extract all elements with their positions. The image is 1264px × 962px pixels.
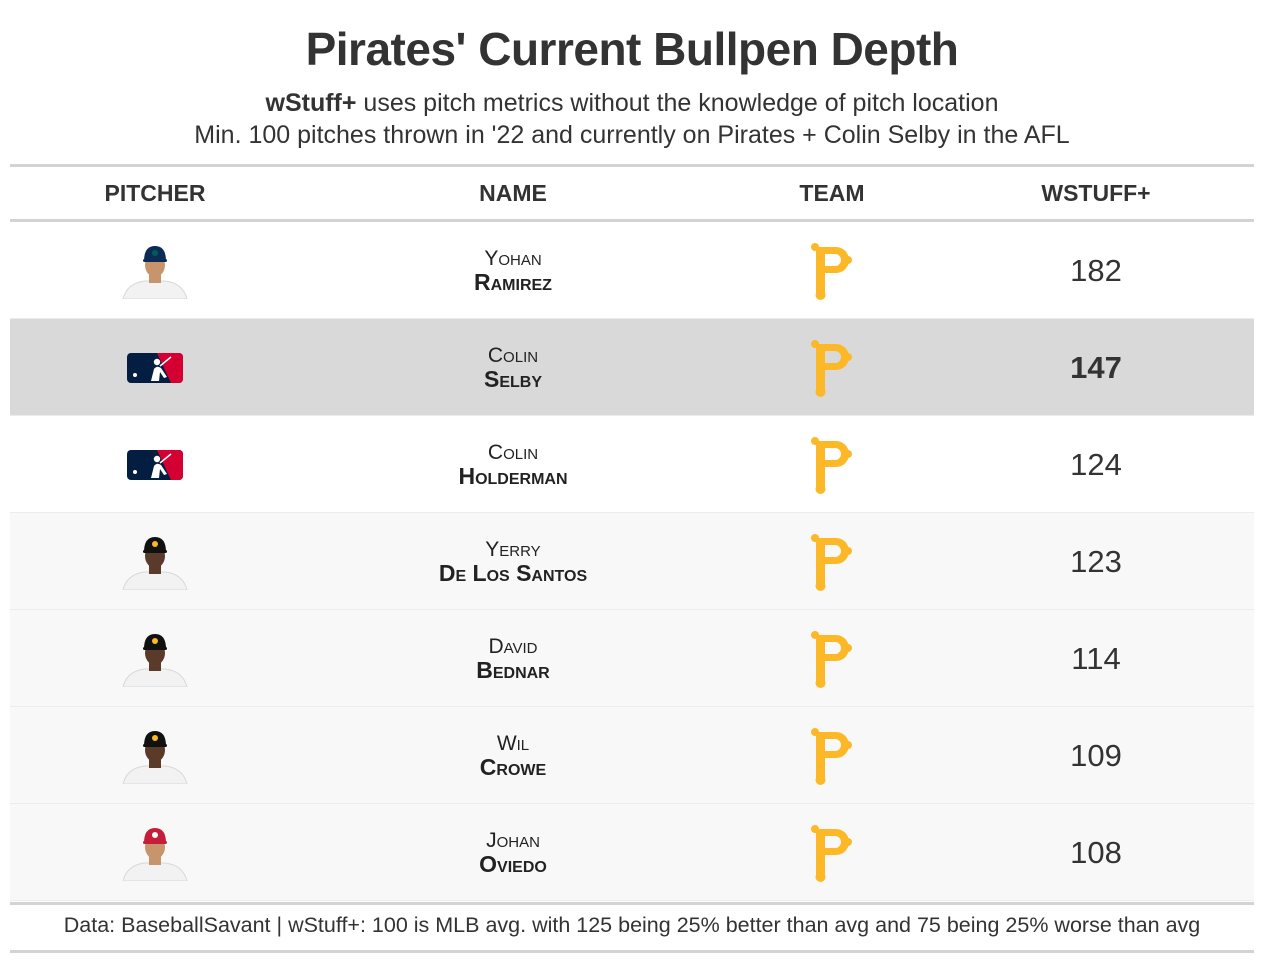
table-header: PITCHER NAME TEAM WSTUFF+ [10, 167, 1254, 219]
pitcher-name-cell: Yohan Ramirez [300, 222, 726, 319]
pitcher-last-name: Bednar [476, 656, 550, 683]
pitcher-name-cell: David Bednar [300, 610, 726, 707]
wstuff-value: 182 [1070, 252, 1122, 288]
mlb-logo-icon [127, 449, 183, 480]
pitcher-name-cell: Colin Holderman [300, 416, 726, 513]
pirates-p-logo-icon [811, 436, 852, 494]
pitcher-first-name: Wil [496, 731, 530, 755]
table-row: David Bednar 114 [10, 610, 1254, 707]
player-headshot-icon [122, 827, 188, 881]
pitcher-last-name: Oviedo [479, 850, 547, 877]
pitcher-photo-cell [10, 222, 300, 319]
pitcher-name-cell: Johan Oviedo [300, 804, 726, 901]
pitcher-photo-cell [10, 513, 300, 610]
wstuff-value: 109 [1070, 737, 1122, 773]
wstuff-value: 108 [1070, 834, 1122, 870]
wstuff-value-cell: 147 [938, 319, 1254, 416]
chart-subtitle-2: Min. 100 pitches thrown in '22 and curre… [194, 121, 1070, 149]
mlb-logo-icon [127, 352, 183, 383]
pitcher-last-name: Crowe [479, 753, 547, 780]
pitcher-name-cell: Colin Selby [300, 319, 726, 416]
table-top-rule [10, 164, 1254, 167]
wstuff-value: 114 [1071, 640, 1121, 676]
player-headshot-icon [122, 730, 188, 784]
column-header-pitcher: PITCHER [104, 180, 206, 206]
pitcher-first-name: Yohan [484, 246, 542, 270]
pirates-p-logo-icon [811, 824, 852, 882]
table-row: Colin Holderman 124 [10, 416, 1254, 513]
pitcher-first-name: David [488, 634, 538, 658]
team-logo-cell [726, 319, 938, 416]
pitcher-photo-cell [10, 416, 300, 513]
pirates-p-logo-icon [811, 242, 852, 300]
player-headshot-icon [122, 536, 188, 590]
wstuff-value: 124 [1070, 446, 1122, 482]
pitcher-photo-cell [10, 319, 300, 416]
column-header-team: TEAM [799, 180, 865, 206]
pitcher-name-cell: Yerry De Los Santos [300, 513, 726, 610]
team-logo-cell [726, 416, 938, 513]
table-row: Wil Crowe 109 [10, 707, 1254, 804]
team-logo-cell [726, 513, 938, 610]
pitcher-first-name: Colin [487, 343, 539, 367]
table-row: Yerry De Los Santos 123 [10, 513, 1254, 610]
table-bottom-rule [10, 902, 1254, 905]
pirates-p-logo-icon [811, 339, 852, 397]
table-row: Yohan Ramirez 182 [10, 222, 1254, 319]
footer-rule [10, 950, 1254, 953]
wstuff-value-cell: 182 [938, 222, 1254, 319]
pitcher-first-name: Colin [487, 440, 539, 464]
chart-subtitle: wStuff+ uses pitch metrics without the k… [0, 89, 1264, 118]
pirates-p-logo-icon [811, 630, 852, 688]
source-footnote: Data: BaseballSavant | wStuff+: 100 is M… [63, 913, 1201, 937]
pirates-p-logo-icon [811, 727, 852, 785]
column-header-name: NAME [479, 180, 547, 206]
chart-title: Pirates' Current Bullpen Depth [305, 23, 959, 75]
wstuff-value-cell: 124 [938, 416, 1254, 513]
team-logo-cell [726, 707, 938, 804]
table-row: Colin Selby 147 [10, 319, 1254, 416]
pitcher-photo-cell [10, 707, 300, 804]
wstuff-value-cell: 123 [938, 513, 1254, 610]
team-logo-cell [726, 804, 938, 901]
player-headshot-icon [122, 245, 188, 299]
wstuff-value-cell: 114 [938, 610, 1254, 707]
pirates-p-logo-icon [811, 533, 852, 591]
table-row: Johan Oviedo 108 [10, 804, 1254, 901]
pitcher-photo-cell [10, 804, 300, 901]
subtitle-bold-term: wStuff+ [265, 89, 357, 117]
pitcher-last-name: Holderman [458, 462, 568, 489]
wstuff-value-cell: 108 [938, 804, 1254, 901]
pitcher-last-name: De Los Santos [438, 559, 588, 586]
team-logo-cell [726, 222, 938, 319]
player-headshot-icon [122, 633, 188, 687]
pitcher-photo-cell [10, 610, 300, 707]
pitcher-first-name: Yerry [485, 537, 541, 561]
pitcher-first-name: Johan [486, 828, 540, 852]
wstuff-value-cell: 109 [938, 707, 1254, 804]
pitcher-last-name: Ramirez [474, 268, 552, 295]
table-header-rule [10, 219, 1254, 222]
wstuff-value: 123 [1070, 543, 1122, 579]
team-logo-cell [726, 610, 938, 707]
subtitle-text: uses pitch metrics without the knowledge… [356, 89, 999, 117]
pitcher-last-name: Selby [483, 365, 542, 392]
wstuff-value: 147 [1070, 349, 1122, 385]
pitcher-name-cell: Wil Crowe [300, 707, 726, 804]
column-header-wstuff: WSTUFF+ [1041, 180, 1151, 206]
